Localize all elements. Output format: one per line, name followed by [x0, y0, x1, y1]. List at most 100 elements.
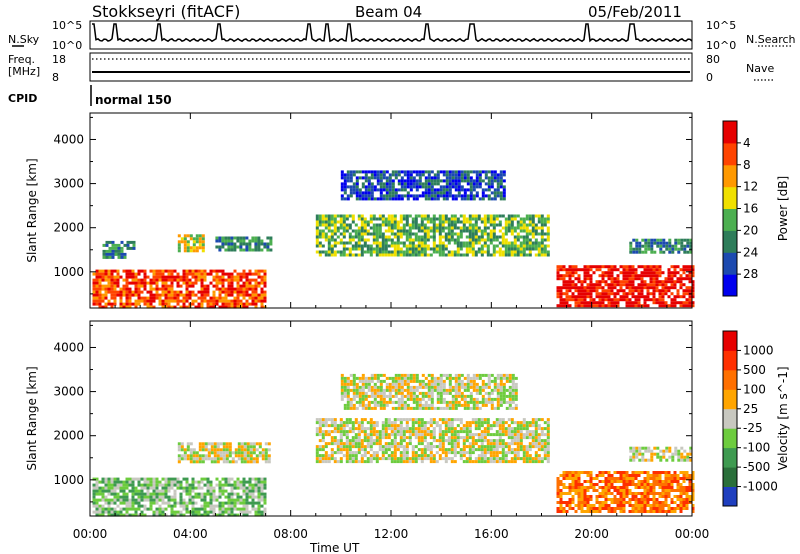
data-cell — [589, 298, 593, 302]
data-cell — [339, 451, 343, 455]
data-cell — [339, 250, 343, 254]
data-cell — [125, 483, 129, 487]
data-cell — [339, 421, 343, 425]
data-cell — [403, 400, 407, 404]
data-cell — [260, 483, 264, 487]
data-cell — [396, 244, 400, 248]
data-cell — [604, 295, 608, 299]
data-cell — [454, 382, 458, 386]
data-cell — [315, 220, 319, 224]
data-cell — [218, 513, 222, 517]
data-cell — [206, 477, 210, 481]
data-cell — [366, 247, 370, 251]
data-cell — [504, 226, 508, 230]
data-cell — [361, 406, 365, 410]
data-cell — [346, 382, 350, 386]
data-cell — [652, 265, 656, 269]
data-cell — [450, 226, 454, 230]
data-cell — [574, 295, 578, 299]
data-cell — [646, 292, 650, 296]
data-cell — [673, 304, 677, 308]
data-cell — [429, 424, 433, 428]
data-cell — [98, 296, 102, 300]
data-cell — [152, 299, 156, 303]
data-cell — [571, 268, 575, 272]
data-cell — [152, 480, 156, 484]
data-cell — [498, 439, 502, 443]
data-cell — [613, 292, 617, 296]
data-cell — [267, 457, 271, 461]
data-cell — [496, 394, 500, 398]
data-cell — [257, 281, 261, 285]
data-cell — [129, 240, 133, 244]
data-cell — [324, 235, 328, 239]
data-cell — [453, 217, 457, 221]
data-cell — [369, 430, 373, 434]
data-cell — [227, 272, 231, 276]
data-cell — [406, 194, 410, 198]
data-cell — [543, 220, 547, 224]
data-cell — [342, 232, 346, 236]
data-cell — [556, 492, 560, 495]
data-cell — [357, 421, 361, 425]
data-cell — [390, 214, 394, 218]
data-cell — [324, 445, 328, 449]
data-cell — [132, 246, 136, 250]
data-cell — [441, 229, 445, 233]
data-cell — [546, 454, 550, 458]
data-cell — [363, 418, 367, 422]
data-cell — [546, 244, 550, 248]
data-cell — [203, 269, 207, 273]
data-cell — [468, 457, 472, 461]
data-cell — [385, 385, 389, 389]
data-cell — [236, 284, 240, 288]
data-cell — [324, 217, 328, 221]
data-cell — [556, 480, 560, 483]
data-cell — [661, 289, 665, 293]
data-cell — [393, 421, 397, 425]
data-cell — [469, 188, 473, 192]
data-cell — [206, 492, 210, 496]
data-cell — [340, 379, 344, 383]
data-cell — [384, 442, 388, 446]
data-cell — [652, 274, 656, 278]
data-cell — [432, 226, 436, 230]
data-cell — [490, 191, 494, 195]
data-cell — [450, 433, 454, 437]
data-cell — [203, 275, 207, 279]
data-cell — [246, 442, 250, 446]
data-cell — [170, 507, 174, 511]
data-cell — [390, 445, 394, 449]
data-cell — [390, 223, 394, 227]
data-cell — [370, 394, 374, 398]
data-cell — [188, 486, 192, 490]
data-cell — [676, 295, 680, 299]
data-cell — [143, 486, 147, 490]
data-cell — [483, 229, 487, 233]
data-cell — [233, 245, 237, 249]
data-cell — [349, 388, 353, 392]
data-cell — [493, 170, 497, 174]
data-cell — [577, 268, 581, 272]
data-cell — [673, 265, 677, 269]
data-cell — [149, 483, 153, 487]
data-cell — [378, 457, 382, 461]
data-cell — [209, 480, 213, 484]
data-cell — [616, 277, 620, 281]
data-cell — [477, 433, 481, 437]
data-cell — [369, 418, 373, 422]
data-cell — [146, 486, 150, 490]
data-cell — [510, 247, 514, 251]
data-cell — [543, 244, 547, 248]
data-cell — [343, 403, 347, 407]
y-tick-label: 1000 — [53, 265, 84, 279]
data-cell — [191, 498, 195, 502]
data-cell — [478, 406, 482, 410]
data-cell — [556, 501, 560, 504]
data-cell — [586, 292, 590, 296]
data-cell — [540, 220, 544, 224]
data-cell — [375, 433, 379, 437]
data-cell — [475, 403, 479, 407]
data-cell — [200, 275, 204, 279]
data-cell — [487, 379, 491, 383]
